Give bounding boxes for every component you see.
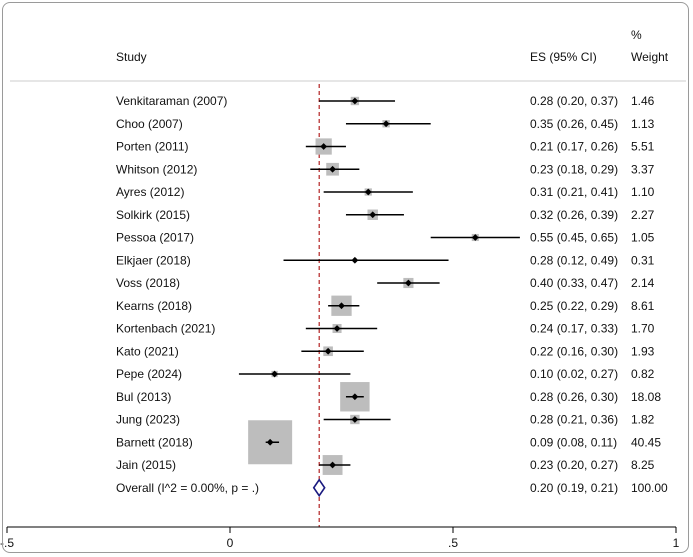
point-estimate [329,461,336,469]
study-label: Pepe (2024) [116,367,182,381]
overall-row: Overall (I^2 = 0.00%, p = .) 0.20 (0.19, … [116,478,668,498]
es-ci-value: 0.32 (0.26, 0.39) [530,208,618,222]
es-ci-value: 0.28 (0.12, 0.49) [530,253,618,267]
study-label: Elkjaer (2018) [116,253,191,267]
weight-value: 1.82 [631,413,655,427]
weight-value: 3.37 [631,162,655,176]
point-estimate [471,234,479,241]
weight-value: 8.25 [631,458,655,472]
study-label: Kearns (2018) [116,299,192,313]
study-label: Barnett (2018) [116,435,193,449]
study-label: Whitson (2012) [116,162,197,176]
study-row: Kearns (2018) 0.25 (0.22, 0.29) 8.61 [116,295,655,316]
point-estimate [351,416,359,423]
es-ci-value: 0.21 (0.17, 0.26) [530,140,618,154]
point-estimate [351,97,359,105]
point-estimate [266,438,274,446]
es-ci-value: 0.31 (0.21, 0.41) [530,185,618,199]
weight-value: 0.82 [631,367,655,381]
study-label: Venkitaraman (2007) [116,94,227,108]
es-ci-value: 0.22 (0.16, 0.30) [530,344,618,358]
header-weight-percent: % [631,28,642,42]
weight-value: 1.46 [631,94,655,108]
study-row: Whitson (2012) 0.23 (0.18, 0.29) 3.37 [116,162,655,176]
study-row: Bul (2013) 0.28 (0.26, 0.30) 18.08 [116,382,661,412]
weight-value: 1.10 [631,185,655,199]
es-ci-value: 0.23 (0.20, 0.27) [530,458,618,472]
study-label: Kortenbach (2021) [116,322,215,336]
header-study: Study [116,50,147,64]
weight-value: 1.70 [631,322,655,336]
overall-es-ci: 0.20 (0.19, 0.21) [530,481,618,495]
study-row: Barnett (2018) 0.09 (0.08, 0.11) 40.45 [116,420,661,465]
study-label: Voss (2018) [116,276,180,290]
point-estimate [338,302,345,310]
overall-diamond [312,478,326,498]
weight-value: 1.05 [631,231,655,245]
study-row: Porten (2011) 0.21 (0.17, 0.26) 5.51 [116,138,655,155]
study-label: Solkirk (2015) [116,208,190,222]
point-estimate [405,279,412,287]
point-estimate [333,325,341,332]
x-tick-label: .5 [448,536,458,550]
study-row: Jain (2015) 0.23 (0.20, 0.27) 8.25 [116,455,655,475]
es-ci-value: 0.24 (0.17, 0.33) [530,322,618,336]
es-ci-value: 0.23 (0.18, 0.29) [530,162,618,176]
es-ci-value: 0.35 (0.26, 0.45) [530,117,618,131]
es-ci-value: 0.28 (0.20, 0.37) [530,94,618,108]
point-estimate [271,370,278,378]
study-row: Elkjaer (2018) 0.28 (0.12, 0.49) 0.31 [116,253,655,267]
header-es-ci: ES (95% CI) [530,50,597,64]
study-row: Choo (2007) 0.35 (0.26, 0.45) 1.13 [116,117,655,131]
es-ci-value: 0.40 (0.33, 0.47) [530,276,618,290]
overall-label: Overall (I^2 = 0.00%, p = .) [116,481,259,495]
study-row: Venkitaraman (2007) 0.28 (0.20, 0.37) 1.46 [116,94,655,108]
weight-value: 8.61 [631,299,655,313]
weight-value: 18.08 [631,390,661,404]
point-estimate [324,347,332,355]
x-tick-label: 1 [673,536,680,550]
es-ci-value: 0.10 (0.02, 0.27) [530,367,618,381]
study-label: Choo (2007) [116,117,183,131]
study-label: Bul (2013) [116,390,171,404]
x-tick-label: -.5 [0,536,14,550]
weight-value: 2.27 [631,208,655,222]
header-weight: Weight [631,50,669,64]
study-row: Pepe (2024) 0.10 (0.02, 0.27) 0.82 [116,367,655,381]
weight-value: 2.14 [631,276,655,290]
es-ci-value: 0.55 (0.45, 0.65) [530,231,618,245]
study-label: Ayres (2012) [116,185,184,199]
x-tick-label: 0 [227,536,234,550]
point-estimate [369,211,377,219]
es-ci-value: 0.09 (0.08, 0.11) [530,435,617,449]
study-row: Pessoa (2017) 0.55 (0.45, 0.65) 1.05 [116,231,655,245]
es-ci-value: 0.25 (0.22, 0.29) [530,299,618,313]
study-label: Porten (2011) [116,140,189,154]
weight-value: 40.45 [631,435,661,449]
point-estimate [329,165,336,173]
point-estimate [382,120,390,128]
point-estimate [351,256,359,264]
study-row: Voss (2018) 0.40 (0.33, 0.47) 2.14 [116,276,655,290]
study-row: Jung (2023) 0.28 (0.21, 0.36) 1.82 [116,413,655,427]
study-row: Ayres (2012) 0.31 (0.21, 0.41) 1.10 [116,185,655,199]
weight-value: 1.13 [631,117,655,131]
weight-value: 1.93 [631,344,655,358]
es-ci-value: 0.28 (0.26, 0.30) [530,390,618,404]
study-row: Kato (2021) 0.22 (0.16, 0.30) 1.93 [116,344,655,358]
point-estimate [320,143,328,150]
study-label: Jain (2015) [116,458,176,472]
study-row: Solkirk (2015) 0.32 (0.26, 0.39) 2.27 [116,208,655,222]
study-label: Pessoa (2017) [116,231,194,245]
study-label: Jung (2023) [116,413,180,427]
overall-weight: 100.00 [631,481,668,495]
es-ci-value: 0.28 (0.21, 0.36) [530,413,618,427]
weight-value: 5.51 [631,140,655,154]
point-estimate [351,393,359,401]
study-label: Kato (2021) [116,344,179,358]
weight-value: 0.31 [631,253,655,267]
study-row: Kortenbach (2021) 0.24 (0.17, 0.33) 1.70 [116,322,655,336]
point-estimate [364,188,372,196]
